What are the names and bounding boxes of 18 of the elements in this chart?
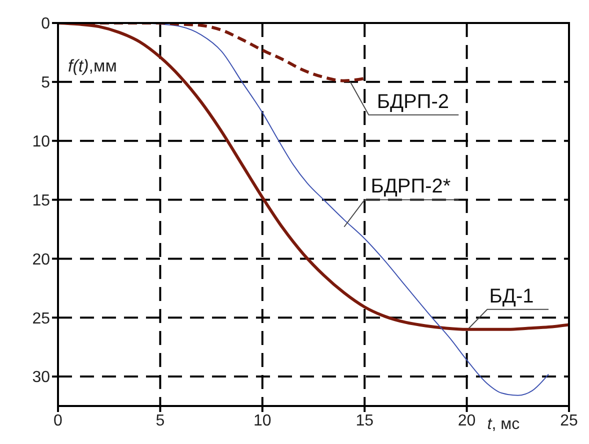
x-tick-label: 20 <box>458 412 476 430</box>
x-tick-label: 10 <box>254 412 272 430</box>
y-tick-label: 10 <box>32 134 50 151</box>
y-tick-label: 20 <box>32 251 50 268</box>
series-label: БДРП-2 <box>376 90 450 113</box>
y-tick-label: 25 <box>32 310 50 328</box>
y-tick-label: 5 <box>41 74 50 92</box>
series-label: БД-1 <box>489 285 534 308</box>
x-tick-label: 15 <box>356 412 374 430</box>
y-tick-label: 15 <box>32 192 50 210</box>
y-tick-label: 30 <box>32 369 50 386</box>
series-label: БДРП-2* <box>370 176 451 198</box>
y-axis-title: f(t),мм <box>68 56 117 76</box>
x-tick-label: 5 <box>156 412 165 430</box>
x-axis-title: t, мс <box>487 416 520 433</box>
y-tick-label: 0 <box>41 16 50 33</box>
x-tick-label: 0 <box>54 412 63 430</box>
x-tick-label: 25 <box>560 412 578 430</box>
